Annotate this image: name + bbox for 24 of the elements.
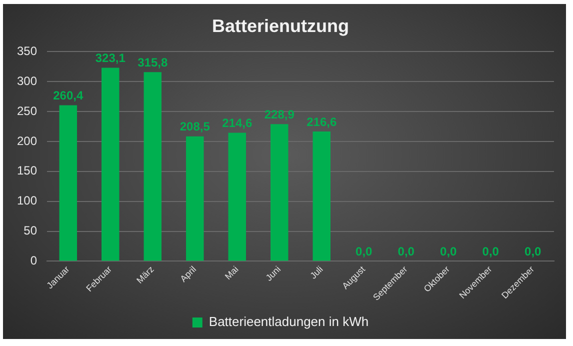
data-label: 323,1 (95, 51, 126, 66)
data-label: 0,0 (440, 244, 458, 259)
y-tick-label: 250 (16, 104, 38, 118)
y-tick-label: 0 (30, 254, 38, 268)
y-tick-label: 350 (16, 44, 38, 58)
y-tick-label: 200 (16, 134, 38, 148)
y-tick-label: 150 (16, 164, 38, 178)
y-tick-label: 100 (16, 194, 38, 208)
data-label: 260,4 (53, 88, 84, 103)
data-label: 315,8 (138, 55, 168, 70)
chart-title: Batterienutzung (212, 16, 349, 36)
data-label: 0,0 (356, 244, 373, 259)
x-tick-label: Mai (222, 264, 240, 282)
y-tick-label: 50 (24, 224, 38, 238)
data-label: 0,0 (482, 244, 500, 259)
y-tick-label: 300 (16, 74, 38, 88)
x-tick-label: Juli (308, 264, 325, 281)
data-label: 214,6 (222, 116, 252, 130)
data-label: 228,9 (264, 107, 295, 122)
data-label: 208,5 (180, 120, 210, 134)
data-label: 0,0 (398, 244, 415, 259)
legend-label: Batterieentladungen in kWh (208, 314, 369, 330)
data-label: 216,6 (306, 114, 337, 129)
data-label: 0,0 (524, 244, 542, 259)
